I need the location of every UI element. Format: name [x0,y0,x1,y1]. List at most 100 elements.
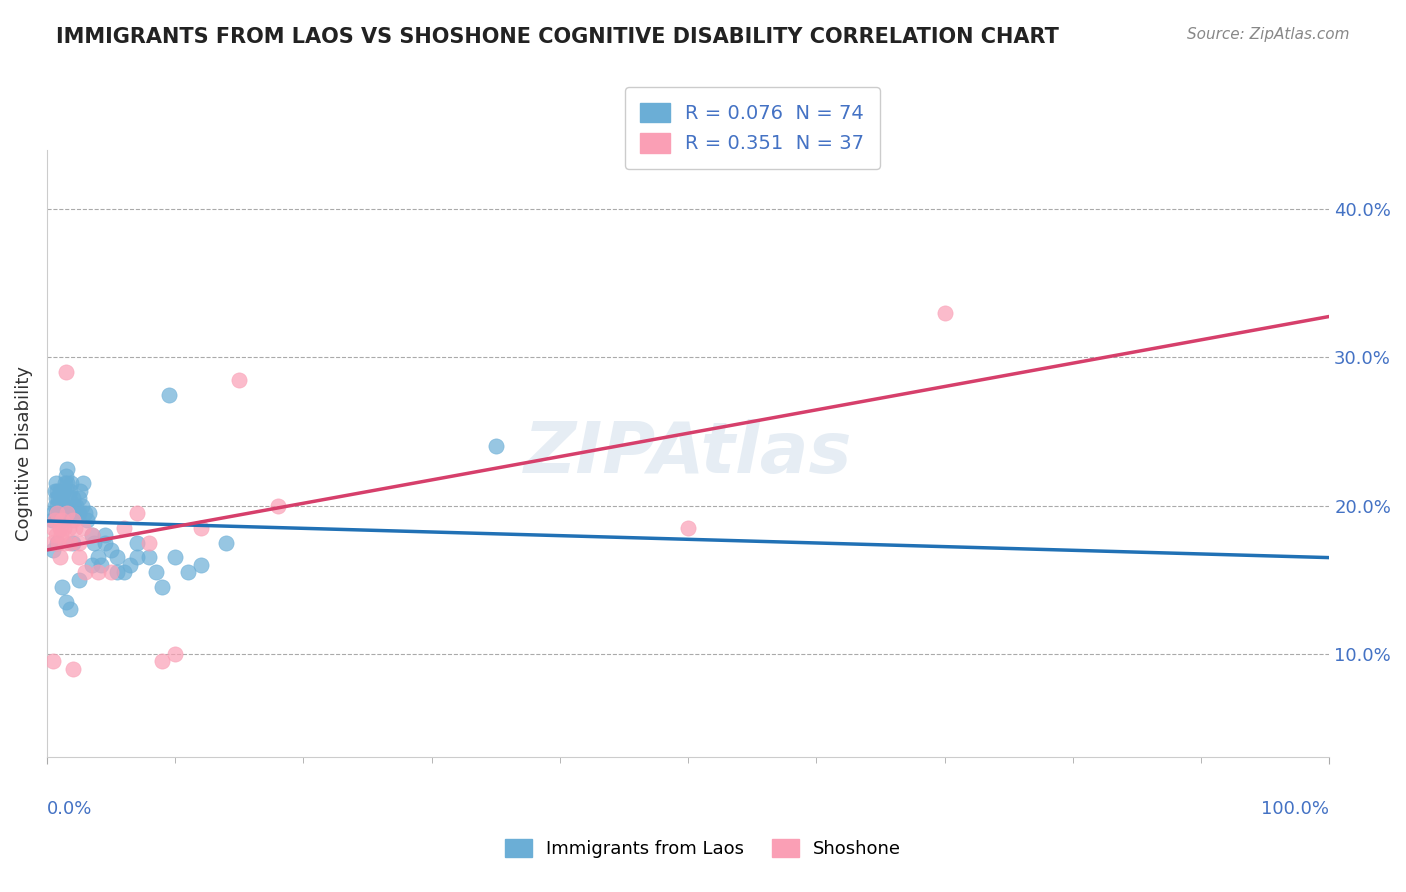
Point [157,387,180,401]
Point [120,558,142,572]
Point [51,513,73,527]
Point [107,550,129,565]
Point [63,521,86,535]
Point [48,521,70,535]
Point [83,535,105,549]
Point [165,647,187,661]
Legend: Immigrants from Laos, Shoshone: Immigrants from Laos, Shoshone [498,831,908,865]
Point [100,566,122,580]
Point [59,506,82,520]
Point [62,491,84,506]
Text: ZIPAtlas: ZIPAtlas [524,419,852,488]
Text: 0.0%: 0.0% [46,800,93,818]
Point [215,535,238,549]
Point [48,491,70,506]
Point [77,506,100,520]
Point [87,550,110,565]
Point [48,506,70,520]
Point [67,573,90,587]
Point [48,483,70,498]
Text: 100.0%: 100.0% [1261,800,1329,818]
Point [67,535,90,549]
Point [51,580,73,594]
Point [190,558,212,572]
Point [69,483,91,498]
Point [75,566,97,580]
Point [51,513,73,527]
Point [59,602,82,616]
Point [80,528,103,542]
Point [55,469,77,483]
Point [76,513,98,527]
Point [42,654,65,668]
Point [63,499,86,513]
Point [80,528,103,542]
Point [48,506,70,520]
Point [48,506,70,520]
Point [45,506,67,520]
Point [53,535,76,549]
Point [63,506,86,520]
Point [55,595,77,609]
Point [41,513,63,527]
Point [67,550,90,565]
Point [67,506,90,520]
Point [56,506,79,520]
Point [55,499,77,513]
Point [80,558,103,572]
Point [51,499,73,513]
Point [52,499,75,513]
Text: Source: ZipAtlas.com: Source: ZipAtlas.com [1187,27,1350,42]
Point [107,566,129,580]
Point [150,654,173,668]
Point [59,483,82,498]
Point [49,506,72,520]
Point [46,499,69,513]
Point [676,521,699,535]
Point [44,513,66,527]
Point [65,499,87,513]
Point [267,499,290,513]
Point [67,491,90,506]
Legend: R = 0.076  N = 74, R = 0.351  N = 37: R = 0.076 N = 74, R = 0.351 N = 37 [624,87,880,169]
Point [62,661,84,675]
Point [62,506,84,520]
Point [60,476,83,491]
Point [58,521,80,535]
Point [150,580,173,594]
Point [48,550,70,565]
Point [62,513,84,527]
Point [58,491,80,506]
Point [145,566,167,580]
Point [93,528,115,542]
Point [90,558,112,572]
Point [53,506,76,520]
Point [62,535,84,549]
Point [138,550,160,565]
Point [48,506,70,520]
Point [177,566,200,580]
Point [42,543,65,558]
Point [55,365,77,379]
Point [72,521,94,535]
Point [190,521,212,535]
Text: IMMIGRANTS FROM LAOS VS SHOSHONE COGNITIVE DISABILITY CORRELATION CHART: IMMIGRANTS FROM LAOS VS SHOSHONE COGNITI… [56,27,1059,46]
Point [56,461,79,475]
Point [53,476,76,491]
Point [59,535,82,549]
Point [42,521,65,535]
Point [112,566,135,580]
Point [44,499,66,513]
Point [45,476,67,491]
Point [52,521,75,535]
Point [100,543,122,558]
Point [52,483,75,498]
Point [165,550,187,565]
Point [228,373,250,387]
Point [41,535,63,549]
Point [112,521,135,535]
Point [125,506,148,520]
Point [125,535,148,549]
Point [42,506,65,520]
Y-axis label: Cognitive Disability: Cognitive Disability [15,367,32,541]
